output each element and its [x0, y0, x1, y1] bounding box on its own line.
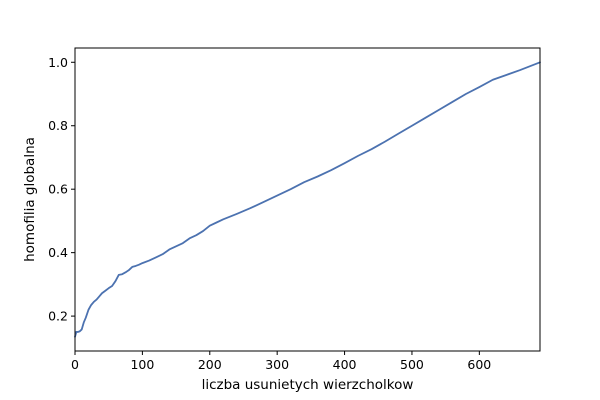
series-line-0: [74, 61, 541, 338]
x-tick-label: 200: [198, 357, 222, 372]
y-axis-title: homofilia globalna: [22, 137, 38, 262]
x-tick-label: 300: [265, 357, 289, 372]
x-axis-title: liczba usunietych wierzcholkow: [202, 377, 414, 393]
y-tick-label: 0.2: [48, 309, 68, 324]
y-tick-label: 1.0: [48, 55, 68, 70]
y-tick-label: 0.4: [48, 245, 68, 260]
x-tick-label: 500: [400, 357, 424, 372]
series-layer: [74, 61, 541, 338]
plot-area-frame: [74, 47, 541, 352]
y-tick-label: 0.6: [48, 182, 68, 197]
x-tick-label: 100: [130, 357, 154, 372]
ticks-layer: 0 100 200 300 400 500 600 0.2 0.4 0.6 0.8 1.0: [48, 55, 491, 372]
x-tick-label: 400: [333, 357, 357, 372]
x-tick-label: 0: [71, 357, 79, 372]
y-tick-label: 0.8: [48, 118, 68, 133]
x-tick-label: 600: [467, 357, 491, 372]
